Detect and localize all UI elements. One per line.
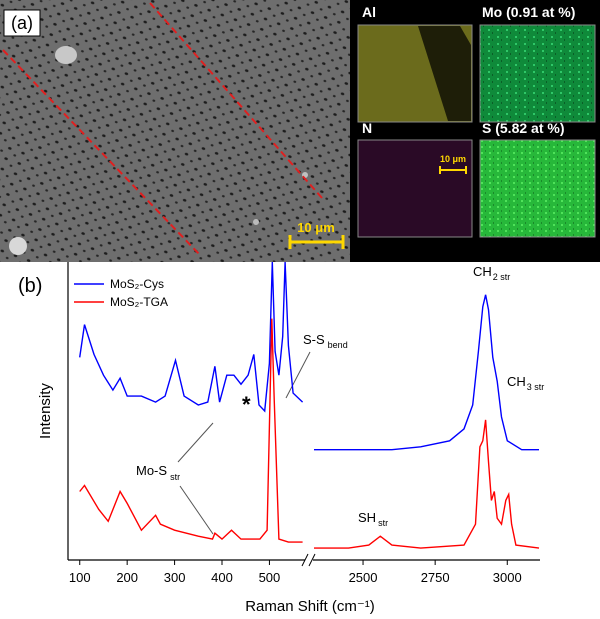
x-tick-label: 500 <box>259 570 281 585</box>
raman-chart: (b) Intensity Raman Shift (cm⁻¹) S-S bend… <box>18 261 544 615</box>
annotation-text: CH <box>473 264 492 279</box>
legend-label: MoS₂-Cys <box>110 277 164 291</box>
spectrum-line <box>79 318 540 549</box>
annotation-text: Mo-S <box>136 463 167 478</box>
eds-maps: Al Mo (0.91 at %) N S (5.82 at %) 10 μm <box>350 0 600 262</box>
x-tick-label: 400 <box>211 570 233 585</box>
annotation: SH str <box>358 510 388 528</box>
annotation-text: CH <box>507 374 526 389</box>
annotation: CH3 str <box>507 374 544 392</box>
map-label: Mo (0.91 at %) <box>482 4 575 20</box>
annotation-sub: 2 str <box>493 272 511 282</box>
x-tick-label: 2500 <box>349 570 378 585</box>
x-tick-label: 100 <box>69 570 91 585</box>
x-tick-label: 2750 <box>421 570 450 585</box>
panel-label: (a) <box>11 13 33 33</box>
x-tick-label: 300 <box>164 570 186 585</box>
annotation-sub: str <box>170 472 180 482</box>
y-axis-label: Intensity <box>37 383 54 439</box>
x-tick-label: 200 <box>116 570 138 585</box>
legend-label: MoS₂-TGA <box>110 295 168 309</box>
spectrum-line <box>79 261 539 451</box>
map-label: S (5.82 at %) <box>482 120 564 136</box>
x-tick-label: 3000 <box>493 570 522 585</box>
annotation-sub: bend <box>328 340 348 350</box>
scale-bar-label: 10 μm <box>297 220 335 235</box>
x-axis-label: Raman Shift (cm⁻¹) <box>245 598 375 615</box>
annotation-text: SH <box>358 510 376 525</box>
sem-image: (a) 10 μm <box>0 0 350 262</box>
panel-label: (b) <box>18 275 42 297</box>
map-scale-bar-label: 10 μm <box>440 154 466 164</box>
annotation: * <box>242 392 251 417</box>
map-label: N <box>362 120 372 136</box>
annotation-sub: str <box>378 518 388 528</box>
annotation-sub: 3 str <box>527 382 545 392</box>
annotation-text: S-S <box>303 332 325 347</box>
annotation: CH2 str <box>473 264 510 282</box>
annotation: Mo-S str <box>136 463 180 482</box>
map-label: Al <box>362 4 376 20</box>
annotation: S-S bend <box>303 332 348 350</box>
